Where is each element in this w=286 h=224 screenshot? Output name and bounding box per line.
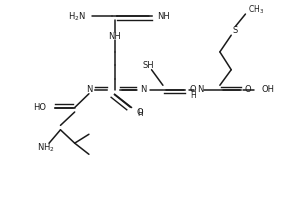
Text: OH: OH	[261, 85, 274, 94]
Text: N: N	[86, 85, 92, 94]
Text: N: N	[197, 85, 203, 94]
Text: O: O	[137, 108, 144, 116]
Text: SH: SH	[143, 61, 154, 70]
Text: NH: NH	[108, 32, 121, 41]
Text: S: S	[233, 26, 238, 35]
Text: NH$_2$: NH$_2$	[37, 141, 55, 154]
Text: H: H	[137, 109, 143, 118]
Text: O: O	[245, 85, 252, 94]
Text: O: O	[190, 85, 196, 94]
Text: CH$_3$: CH$_3$	[248, 3, 265, 16]
Text: N: N	[140, 85, 146, 94]
Text: HO: HO	[33, 103, 46, 112]
Text: H: H	[190, 91, 196, 100]
Text: H$_2$N: H$_2$N	[68, 10, 86, 23]
Text: NH: NH	[157, 12, 170, 21]
